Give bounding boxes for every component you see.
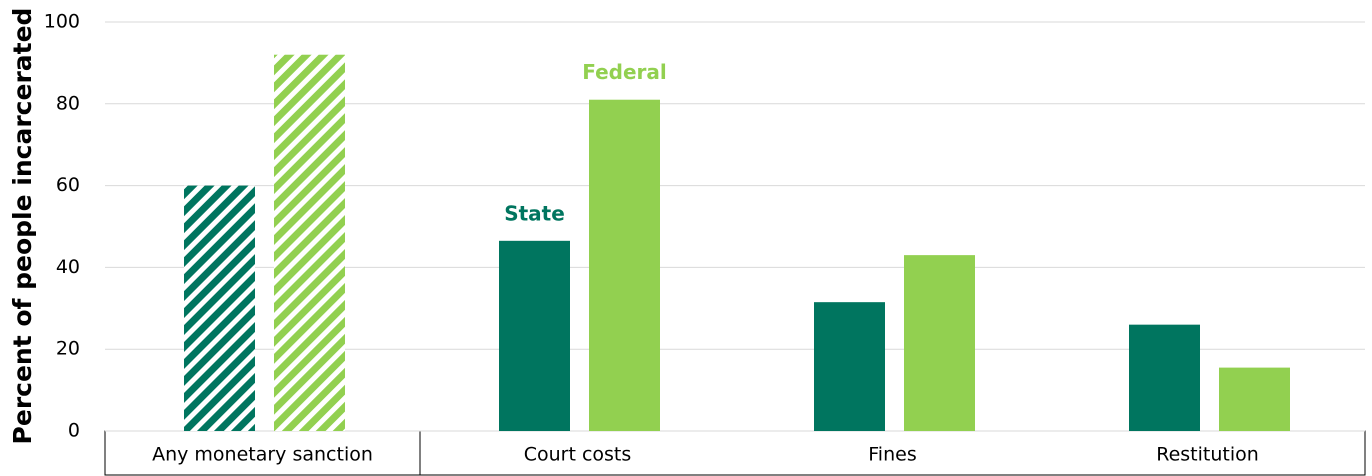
bar	[814, 302, 885, 431]
x-tick-label: Any monetary sanction	[152, 444, 373, 466]
bar	[184, 185, 255, 431]
y-tick-label: 20	[56, 338, 80, 360]
x-tick-label: Restitution	[1156, 444, 1259, 466]
y-tick-label: 100	[44, 11, 80, 33]
bar	[274, 54, 345, 431]
x-tick-label: Court costs	[524, 444, 632, 466]
bar	[1129, 324, 1200, 431]
y-tick-label: 60	[56, 174, 80, 196]
bar	[1219, 367, 1290, 431]
y-tick-label: 80	[56, 92, 80, 114]
bar	[904, 255, 975, 431]
series-label: State	[504, 201, 565, 225]
y-tick-label: 40	[56, 256, 80, 278]
x-tick-label: Fines	[868, 444, 916, 466]
bar	[499, 240, 570, 431]
series-label: Federal	[582, 60, 667, 84]
bar	[589, 99, 660, 432]
y-tick-label: 0	[68, 420, 80, 442]
y-axis-label: Percent of people incarcerated	[8, 8, 37, 445]
